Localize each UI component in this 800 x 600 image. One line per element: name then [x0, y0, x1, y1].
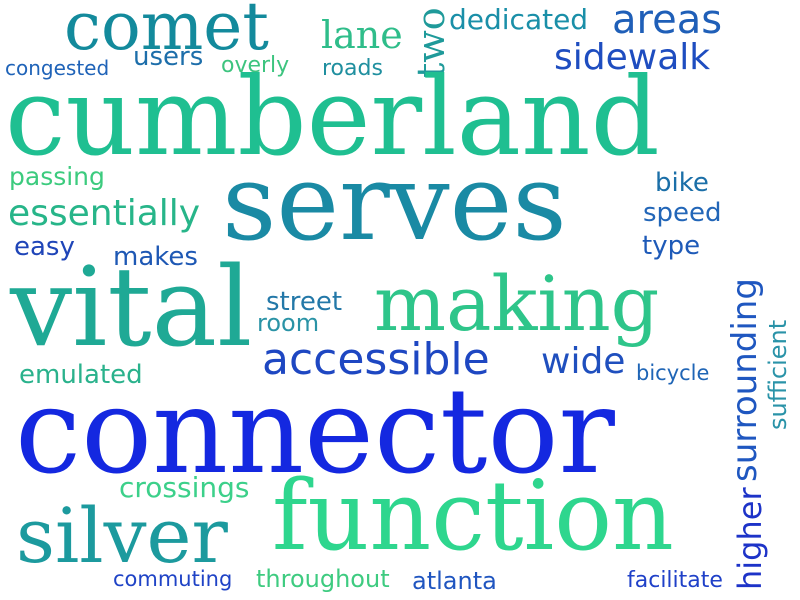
word-atlanta: atlanta	[412, 567, 497, 595]
word-easy: easy	[14, 232, 75, 262]
word-facilitate: facilitate	[627, 568, 723, 593]
word-congested: congested	[5, 56, 110, 80]
word-roads: roads	[322, 56, 383, 81]
word-lane: lane	[321, 13, 403, 57]
word-commuting: commuting	[113, 567, 233, 591]
word-users: users	[133, 42, 204, 72]
word-surrounding: surrounding	[725, 278, 765, 482]
word-type: type	[642, 231, 701, 261]
word-making: making	[374, 259, 660, 348]
word-comet: comet	[64, 0, 269, 65]
word-speed: speed	[643, 198, 722, 228]
word-cumberland: cumberland	[5, 55, 660, 180]
word-makes: makes	[113, 242, 198, 272]
word-vital: vital	[10, 243, 253, 371]
word-passing: passing	[9, 162, 105, 191]
word-serves: serves	[222, 141, 567, 264]
word-room: room	[257, 309, 320, 337]
word-connector: connector	[15, 362, 615, 500]
word-crossings: crossings	[119, 471, 250, 504]
word-bicycle: bicycle	[636, 361, 710, 385]
word-sidewalk: sidewalk	[554, 37, 711, 78]
word-dedicated: dedicated	[449, 3, 589, 36]
word-areas: areas	[612, 0, 723, 43]
word-street: street	[266, 287, 343, 317]
word-higher: higher	[731, 487, 769, 590]
word-throughout: throughout	[256, 565, 390, 593]
word-sufficient: sufficient	[764, 319, 792, 430]
word-emulated: emulated	[19, 360, 143, 390]
word-accessible: accessible	[262, 334, 490, 385]
word-wide: wide	[541, 341, 626, 382]
word-essentially: essentially	[8, 193, 201, 234]
word-silver: silver	[16, 491, 228, 580]
word-function: function	[272, 460, 674, 572]
word-overly: overly	[221, 53, 290, 78]
word-bike: bike	[655, 168, 709, 198]
